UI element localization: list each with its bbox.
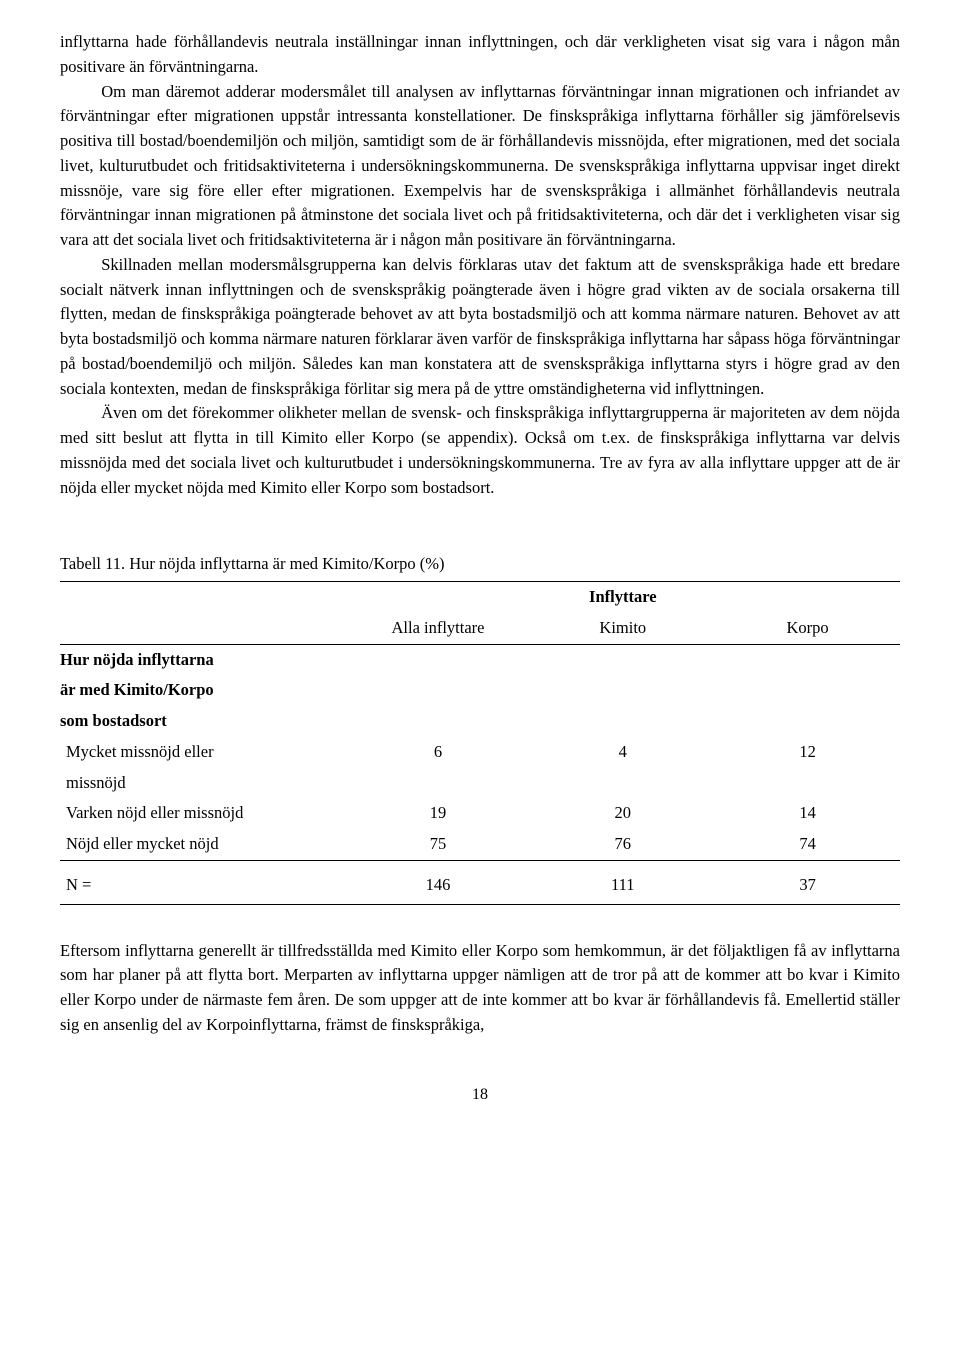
cell-value: 111 <box>530 860 715 904</box>
row-label-line2: missnöjd <box>60 768 346 799</box>
body-text: inflyttarna hade förhållandevis neutrala… <box>60 30 900 500</box>
cell-value: 12 <box>715 737 900 768</box>
cell-value: 74 <box>715 829 900 860</box>
table-row: Varken nöjd eller missnöjd 19 20 14 <box>60 798 900 829</box>
table-row: Mycket missnöjd eller 6 4 12 <box>60 737 900 768</box>
cell-value: 20 <box>530 798 715 829</box>
paragraph-4: Även om det förekommer olikheter mellan … <box>60 401 900 500</box>
paragraph-3: Skillnaden mellan modersmålsgrupperna ka… <box>60 253 900 402</box>
table-row: Nöjd eller mycket nöjd 75 76 74 <box>60 829 900 860</box>
after-table-text: Eftersom inflyttarna generellt är tillfr… <box>60 939 900 1038</box>
n-row-label: N = <box>60 860 346 904</box>
cell-value: 19 <box>346 798 531 829</box>
row-label-line1: Mycket missnöjd eller <box>60 737 346 768</box>
cell-value: 76 <box>530 829 715 860</box>
table-spanner: Inflyttare <box>346 582 900 613</box>
paragraph-1: inflyttarna hade förhållandevis neutrala… <box>60 30 900 80</box>
row-label: Nöjd eller mycket nöjd <box>60 829 346 860</box>
table-col-3: Korpo <box>715 613 900 644</box>
paragraph-2: Om man däremot adderar modersmålet till … <box>60 80 900 253</box>
stub-heading-line1: Hur nöjda inflyttarna <box>60 644 346 675</box>
stub-heading-line3: som bostadsort <box>60 706 346 737</box>
table-caption: Tabell 11. Hur nöjda inflyttarna är med … <box>60 552 900 577</box>
cell-value: 4 <box>530 737 715 768</box>
row-label: Varken nöjd eller missnöjd <box>60 798 346 829</box>
cell-value: 146 <box>346 860 531 904</box>
stub-heading-line2: är med Kimito/Korpo <box>60 675 346 706</box>
data-table: Inflyttare Alla inflyttare Kimito Korpo … <box>60 581 900 905</box>
page-number: 18 <box>60 1083 900 1107</box>
paragraph-5: Eftersom inflyttarna generellt är tillfr… <box>60 939 900 1038</box>
table-section: Tabell 11. Hur nöjda inflyttarna är med … <box>60 552 900 904</box>
cell-value: 75 <box>346 829 531 860</box>
cell-value: 37 <box>715 860 900 904</box>
col-label: Alla inflyttare <box>391 618 484 637</box>
table-row: missnöjd <box>60 768 900 799</box>
cell-value: 14 <box>715 798 900 829</box>
table-col-2: Kimito <box>530 613 715 644</box>
table-col-1: Alla inflyttare <box>346 613 531 644</box>
cell-value: 6 <box>346 737 531 768</box>
